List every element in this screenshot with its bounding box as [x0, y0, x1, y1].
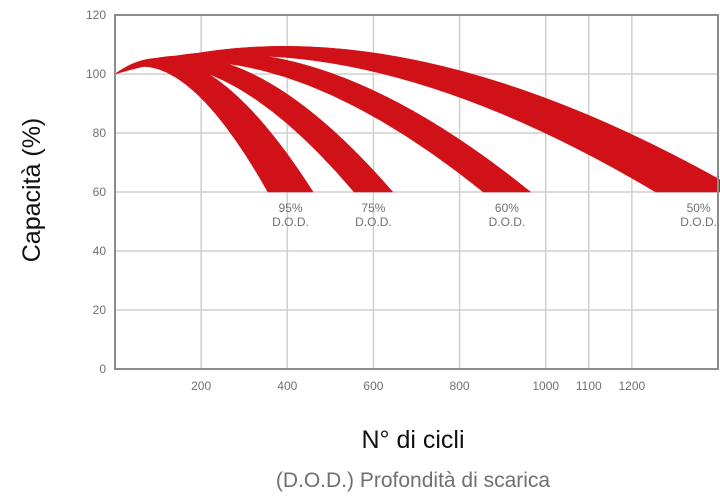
plot-frame: [114, 14, 719, 370]
y-tick-labels: 0 20 40 60 80 100 120: [86, 8, 106, 376]
y-tick-label: 20: [93, 303, 107, 317]
band-label: 50% D.O.D.: [680, 201, 717, 229]
y-tick-label: 80: [93, 126, 107, 140]
x-tick-label: 1000: [532, 379, 559, 393]
chart-caption: (D.O.D.) Profondità di scarica: [276, 469, 551, 492]
band-label: 60% D.O.D.: [489, 201, 526, 229]
y-axis-title: Capacità (%): [18, 118, 46, 263]
y-tick-label: 120: [86, 8, 106, 22]
x-tick-label: 400: [277, 379, 297, 393]
dod-band-1: [114, 57, 314, 193]
x-tick-labels: 200 400 600 800 1000 1100 1200: [191, 379, 645, 393]
plot-border: [114, 14, 719, 370]
y-tick-label: 60: [93, 185, 107, 199]
band-label: 75% D.O.D.: [355, 201, 392, 229]
band-label: 95% D.O.D.: [272, 201, 309, 229]
y-tick-label: 0: [99, 362, 106, 376]
dod-band-4: [114, 45, 720, 193]
x-tick-label: 1100: [576, 379, 602, 393]
y-tick-label: 100: [86, 67, 106, 81]
dod-bands: [114, 45, 720, 193]
x-tick-label: 1200: [619, 379, 646, 393]
x-tick-label: 800: [450, 379, 470, 393]
x-axis-title: N° di cicli: [361, 426, 464, 454]
band-labels: 95% D.O.D. 75% D.O.D. 60% D.O.D. 50% D.O.D.: [272, 201, 717, 229]
x-tick-label: 200: [191, 379, 211, 393]
x-tick-label: 600: [363, 379, 383, 393]
y-tick-label: 40: [93, 244, 107, 258]
